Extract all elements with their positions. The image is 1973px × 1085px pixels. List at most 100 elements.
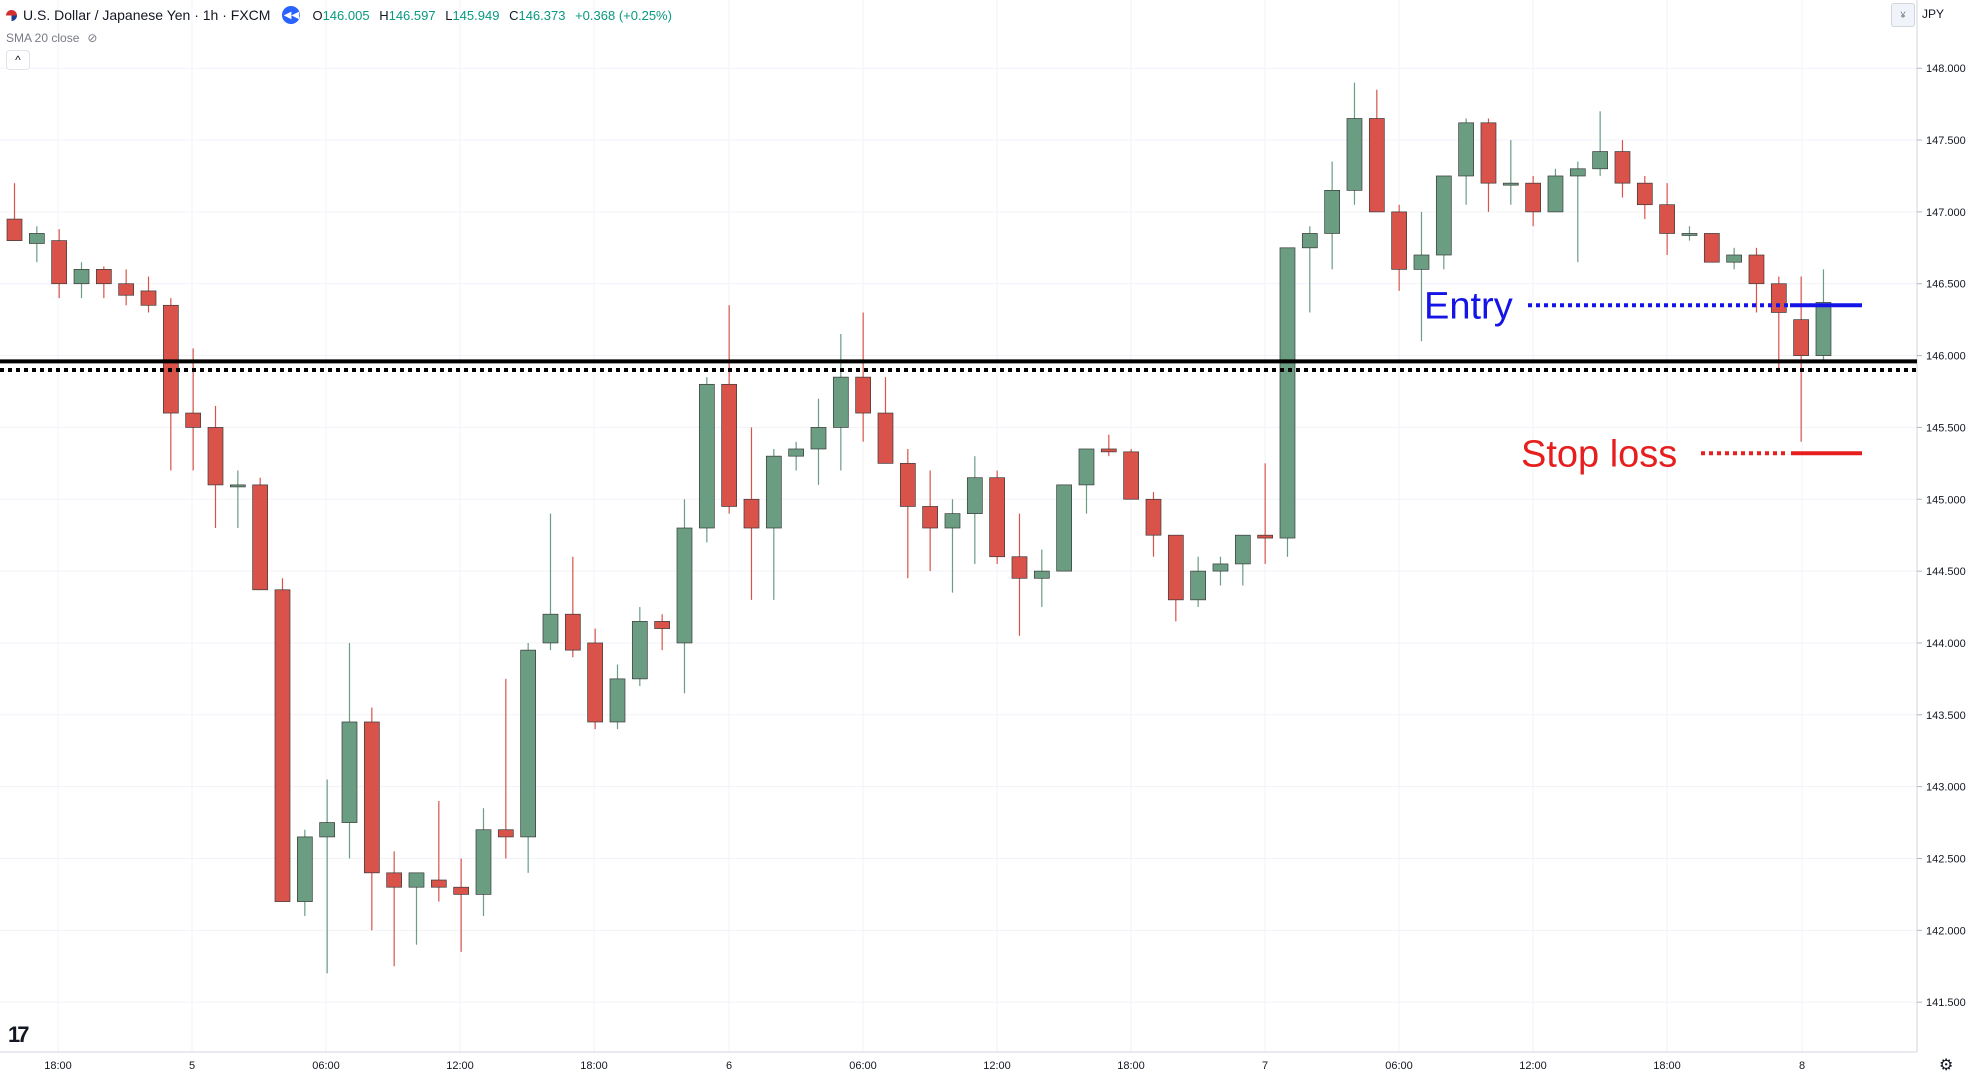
rewind-icon[interactable]: ◀◀ <box>282 6 301 24</box>
open-label: O <box>312 7 323 23</box>
candle-body <box>162 304 179 414</box>
candle-body <box>1368 118 1385 213</box>
time-tick-label: 5 <box>189 1060 195 1072</box>
price-tick-label: 148.000 <box>1926 63 1966 75</box>
currency-flag-icon[interactable]: ¥ <box>1891 3 1915 27</box>
candle-body <box>453 886 470 895</box>
gear-icon[interactable]: ⚙ <box>1939 1057 1954 1074</box>
candle-body <box>542 613 559 644</box>
price-axis[interactable]: 148.000 147.500 147.000 146.500 146.000 145.5… <box>1916 0 1966 1052</box>
candle-body <box>95 269 112 285</box>
time-tick-label: 18:00 <box>1117 1060 1145 1072</box>
candle-body <box>185 412 202 428</box>
candle-body <box>1279 247 1296 539</box>
candle-body <box>855 376 872 414</box>
time-tick-label: 06:00 <box>312 1060 340 1072</box>
candle-body <box>1435 175 1452 256</box>
candle-body <box>363 721 380 874</box>
candle-body <box>1547 175 1564 213</box>
candle-body <box>721 383 738 507</box>
candle-body <box>497 829 514 838</box>
candle-body <box>1324 189 1340 234</box>
candle-body <box>1502 182 1519 186</box>
candle-body <box>1770 283 1787 313</box>
price-tick-label: 145.000 <box>1926 494 1966 506</box>
candle-body <box>1033 570 1050 579</box>
candle-body <box>832 376 849 428</box>
candle-body <box>140 290 157 306</box>
time-axis[interactable]: 18:00 5 06:00 12:00 18:00 6 06:00 12:00 18:00 7 06… <box>0 1051 1917 1072</box>
candle-body <box>877 412 894 464</box>
symbol-title[interactable]: U.S. Dollar / Japanese Yen · 1h · FXCM <box>23 7 271 23</box>
candle-body <box>1748 254 1765 285</box>
candle-body <box>810 427 827 450</box>
candle-body <box>1614 151 1631 184</box>
candle-body <box>1011 556 1028 579</box>
stop-loss-label: Stop loss <box>1521 433 1677 475</box>
close-label: C <box>509 7 519 23</box>
candle-body <box>319 822 336 838</box>
candle-body <box>788 448 805 457</box>
candle-body <box>1056 484 1073 572</box>
candle-body <box>1681 233 1698 236</box>
candle-body <box>899 462 916 507</box>
candle-body <box>1257 534 1273 539</box>
candle-body <box>765 455 782 529</box>
candle-body <box>51 240 68 285</box>
time-tick-label: 18:00 <box>1653 1060 1681 1072</box>
candle-body <box>989 477 1006 558</box>
eye-hidden-icon[interactable]: ⊘ <box>87 31 98 45</box>
candle-body <box>676 527 693 644</box>
candle-body <box>1659 204 1675 234</box>
price-tick-label: 146.000 <box>1926 351 1966 363</box>
candle-body <box>229 484 246 488</box>
candle-body <box>1413 254 1430 270</box>
candle-body <box>386 872 403 888</box>
currency-label[interactable]: JPY <box>1922 7 1945 21</box>
time-tick-label: 8 <box>1799 1060 1805 1072</box>
open-value: 146.005 <box>322 7 370 23</box>
low-value: 145.949 <box>452 7 500 23</box>
ohlc-readout: O146.005 H146.597 L145.949 C146.373 +0.3… <box>312 8 678 23</box>
candle-body <box>520 649 537 838</box>
candle-body <box>296 836 313 902</box>
price-tick-label: 147.500 <box>1926 135 1966 147</box>
candle-body <box>966 477 983 514</box>
candle-body <box>564 613 581 651</box>
price-tick-label: 144.000 <box>1926 638 1966 650</box>
price-tick-label: 142.500 <box>1926 853 1966 865</box>
candle-body <box>408 872 425 888</box>
candle-body <box>654 621 671 629</box>
time-tick-label: 06:00 <box>849 1060 877 1072</box>
candle-body <box>274 589 291 902</box>
trade-annotations: Entry Stop loss <box>1424 285 1862 475</box>
candle-body <box>1100 448 1117 453</box>
candle-body <box>609 678 626 723</box>
price-tick-label: 145.500 <box>1926 422 1966 434</box>
indicator-legend[interactable]: SMA 20 close ⊘ <box>6 31 97 45</box>
candle-body <box>1636 182 1653 206</box>
tradingview-logo[interactable]: 17 <box>8 1022 30 1047</box>
candle-body <box>475 829 492 895</box>
low-label: L <box>445 7 453 23</box>
time-tick-label: 18:00 <box>580 1060 608 1072</box>
candle-body <box>743 498 760 529</box>
candle-body <box>252 484 269 591</box>
candle-body <box>1793 319 1809 356</box>
candle-body <box>73 269 90 285</box>
candle-body <box>1703 233 1720 263</box>
candle-body <box>1480 122 1497 184</box>
price-tick-label: 146.500 <box>1926 279 1966 291</box>
candle-body <box>118 283 135 296</box>
candle-body <box>1458 122 1474 177</box>
high-label: H <box>379 7 389 23</box>
change-value: +0.368 (+0.25%) <box>575 7 672 23</box>
candle-body <box>1569 168 1586 177</box>
candle-body <box>1592 151 1608 170</box>
level-lines <box>0 359 1917 372</box>
close-value: 146.373 <box>518 7 566 23</box>
candle-body <box>631 621 648 680</box>
collapse-legend-button[interactable]: ^ <box>6 50 30 70</box>
